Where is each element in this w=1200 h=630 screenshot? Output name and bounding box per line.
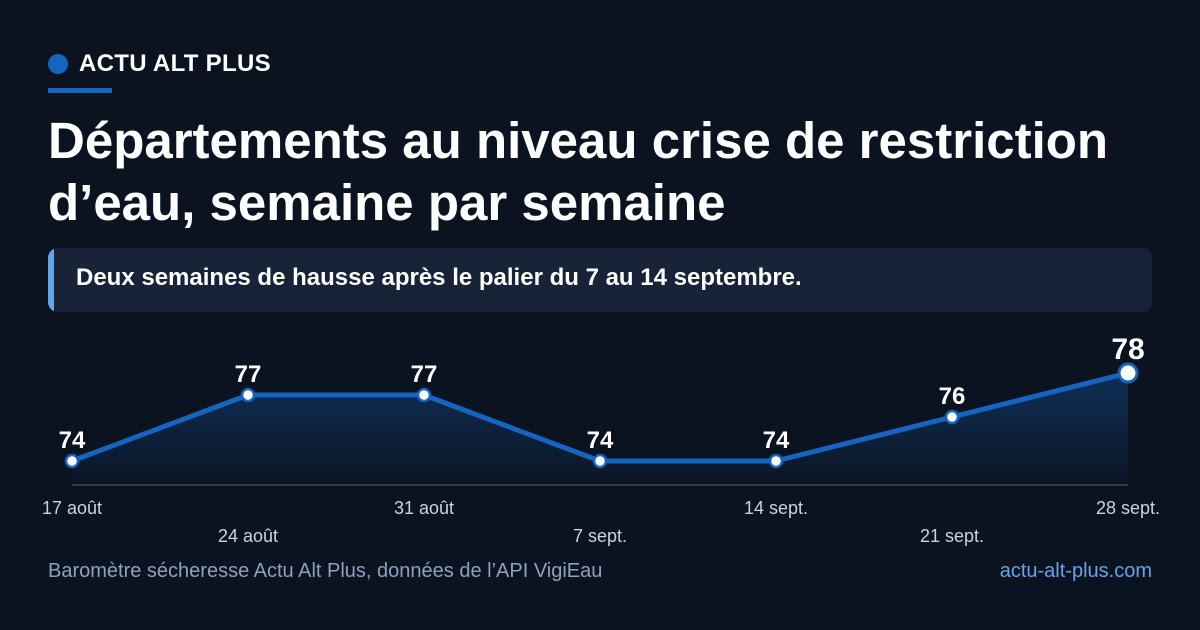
x-tick-label: 21 sept.: [920, 526, 984, 546]
x-tick-label: 31 août: [394, 498, 454, 518]
data-label: 77: [411, 361, 438, 388]
data-point: [592, 453, 608, 469]
x-tick-label: 7 sept.: [573, 526, 627, 546]
data-point: [768, 453, 784, 469]
x-tick-label: 24 août: [218, 526, 278, 546]
data-label: 74: [59, 427, 86, 454]
data-label: 74: [763, 427, 790, 454]
x-tick-label: 28 sept.: [1096, 498, 1160, 518]
data-point: [240, 387, 256, 403]
brand-underline: [48, 88, 112, 93]
x-tick-label: 17 août: [42, 498, 102, 518]
data-label: 74: [587, 427, 614, 454]
brand-dot-icon: [48, 54, 68, 74]
data-label: 77: [235, 361, 262, 388]
data-point: [64, 453, 80, 469]
callout-accent-bar: [48, 248, 54, 312]
series-area: [72, 373, 1128, 485]
callout: Deux semaines de hausse après le palier …: [48, 248, 1152, 312]
site-link[interactable]: actu-alt-plus.com: [999, 560, 1152, 582]
callout-text: Deux semaines de hausse après le palier …: [76, 264, 802, 291]
page-title: Départements au niveau crise de restrict…: [48, 112, 1109, 231]
brand: ACTU ALT PLUS: [48, 48, 271, 80]
x-tick-label: 14 sept.: [744, 498, 808, 518]
data-point: [1117, 362, 1139, 384]
data-point: [944, 409, 960, 425]
line-chart: 74 77 77 74 74 76 78 17 août 24 août 31 août 7 se…: [42, 333, 1160, 546]
brand-name: ACTU ALT PLUS: [79, 50, 271, 77]
data-label: 78: [1111, 333, 1144, 366]
data-label: 76: [939, 383, 966, 410]
data-point: [416, 387, 432, 403]
source-note: Baromètre sécheresse Actu Alt Plus, donn…: [48, 560, 603, 582]
